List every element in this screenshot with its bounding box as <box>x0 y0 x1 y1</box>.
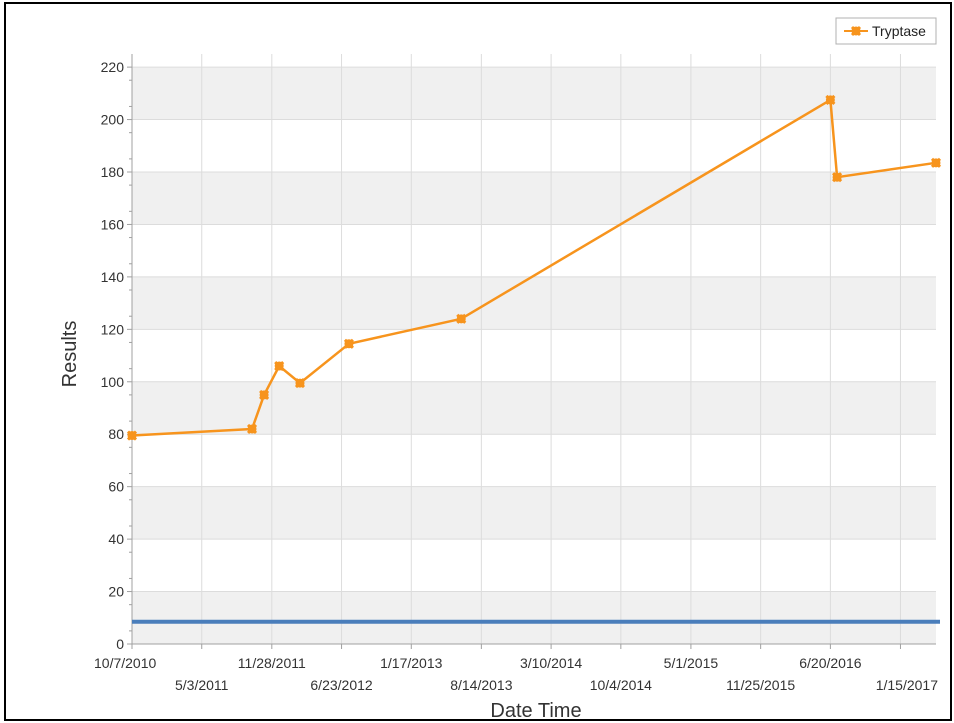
x-axis-title: Date Time <box>490 700 581 719</box>
data-point <box>126 430 138 441</box>
legend-label-tryptase: Tryptase <box>872 23 926 39</box>
y-tick-label: 100 <box>101 374 125 390</box>
x-tick-label: 10/4/2014 <box>590 677 652 693</box>
plot-band <box>132 172 936 225</box>
legend-marker-cross <box>850 25 862 37</box>
y-tick-label: 80 <box>108 426 124 442</box>
x-tick-label: 10/7/2010 <box>94 655 156 671</box>
x-tick-label: 1/17/2013 <box>380 655 442 671</box>
series-layer <box>126 94 942 441</box>
x-tick-label: 8/14/2013 <box>450 677 512 693</box>
y-axis-ticks: 0 20 40 60 80 100 120 140 160 180 200 220 <box>101 59 132 652</box>
data-point-cross <box>456 313 467 324</box>
y-tick-label: 220 <box>101 59 125 75</box>
x-tick-label: 11/25/2015 <box>726 677 795 693</box>
data-point-cross <box>343 338 354 349</box>
plot-band <box>132 591 936 644</box>
data-point <box>246 423 258 435</box>
plot-band <box>132 67 936 120</box>
data-point-cross <box>294 378 306 389</box>
x-tick-label: 5/3/2011 <box>175 677 229 693</box>
x-tick-label: 1/15/2017 <box>876 677 938 693</box>
data-point <box>825 94 836 105</box>
chart-frame: 0 20 40 60 80 100 120 140 160 180 200 220 10/7/2010… <box>4 2 952 721</box>
x-tick-label: 6/23/2012 <box>310 677 372 693</box>
data-point-cross <box>246 423 258 435</box>
legend-swatch-marker <box>850 25 862 37</box>
x-tick-label: 6/20/2016 <box>799 655 861 671</box>
y-tick-label: 20 <box>108 584 124 600</box>
legend[interactable]: Tryptase <box>835 17 937 45</box>
data-point <box>294 378 306 389</box>
y-axis-title: Results <box>59 321 81 388</box>
series-line-tryptase <box>131 98 937 437</box>
data-point-cross <box>274 360 285 372</box>
data-point <box>343 338 354 349</box>
tryptase-line-chart: 0 20 40 60 80 100 120 140 160 180 200 220 10/7/2010… <box>59 17 942 719</box>
data-point-cross <box>930 157 942 168</box>
data-point-cross <box>832 172 843 183</box>
data-point-cross <box>126 430 138 441</box>
data-point <box>456 313 467 324</box>
plot-band <box>132 486 936 540</box>
x-tick-label: 3/10/2014 <box>520 655 582 671</box>
y-tick-label: 200 <box>101 112 125 128</box>
data-point <box>274 360 285 372</box>
data-point <box>930 157 942 168</box>
y-tick-label: 0 <box>116 636 124 652</box>
data-point <box>259 389 270 400</box>
plot-bands <box>132 67 936 644</box>
x-tick-label: 5/1/2015 <box>664 655 719 671</box>
data-point-cross <box>825 94 836 105</box>
y-tick-label: 160 <box>101 216 125 232</box>
plot-gridlines <box>131 54 936 645</box>
y-tick-label: 140 <box>101 269 125 285</box>
y-tick-label: 180 <box>101 164 125 180</box>
plot-axes <box>131 54 936 645</box>
plot-band <box>132 276 936 330</box>
data-point-cross <box>259 389 270 400</box>
x-tick-label: 11/28/2011 <box>238 655 306 671</box>
y-tick-label: 60 <box>108 479 124 495</box>
y-tick-label: 40 <box>108 531 124 547</box>
y-tick-label: 120 <box>101 321 125 337</box>
data-point <box>832 172 843 183</box>
